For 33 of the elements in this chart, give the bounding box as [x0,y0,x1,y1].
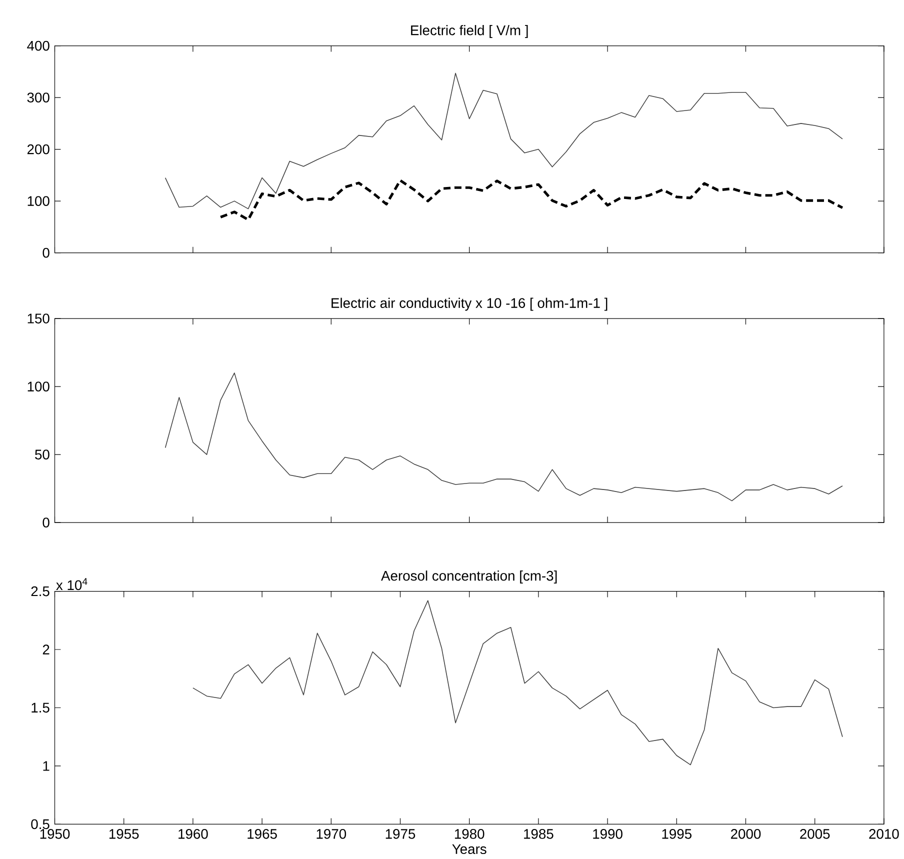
y-tick-label: 0 [42,248,50,258]
x-tick-label: 1970 [316,829,346,840]
x-tick-label: 2000 [731,829,761,840]
chart-title: Aerosol concentration [cm-3] [381,570,557,584]
x-tick-label: 1975 [386,829,416,840]
y-tick-label: 50 [35,450,50,460]
y-tick-label: 0 [42,518,50,528]
line-series [164,72,843,210]
x-tick-label: 1955 [109,829,139,840]
chart-title: Electric field [ V/m ] [411,25,528,38]
y-tick-label: 200 [27,144,50,154]
x-tick-label: 1960 [178,829,208,840]
y-tick-label: 2 [42,644,50,655]
y-tick-label: 2.5 [31,586,50,596]
y-tick-label: 1.5 [32,703,50,713]
y-tick-label: 1 [43,761,50,771]
text: x 10$^{4}$ [56,578,88,590]
x-tick-label: 2005 [800,829,830,840]
y-tick-label: 300 [27,92,50,103]
x-tick-label: 1985 [524,829,554,840]
x-tick-label: 2010 [869,829,899,840]
x-tick-label: 1990 [593,829,622,840]
y-tick-label: 100 [28,196,50,206]
x-tick-label: 1965 [248,829,277,840]
y-tick-label: 400 [27,41,50,51]
x-tick-label: 1950 [40,829,70,840]
y-tick-label: 100 [28,382,50,392]
x-tick-label: 1995 [662,829,692,840]
x-tick-label: 1980 [454,829,484,840]
chart-title: Electric air conductivity x 10 -16 [ ohm-1m-1 ] [332,298,608,311]
y-tick-label: 150 [28,314,50,324]
y-tick-label: 0.5 [31,819,50,830]
x-axis-title: Years [452,844,486,854]
